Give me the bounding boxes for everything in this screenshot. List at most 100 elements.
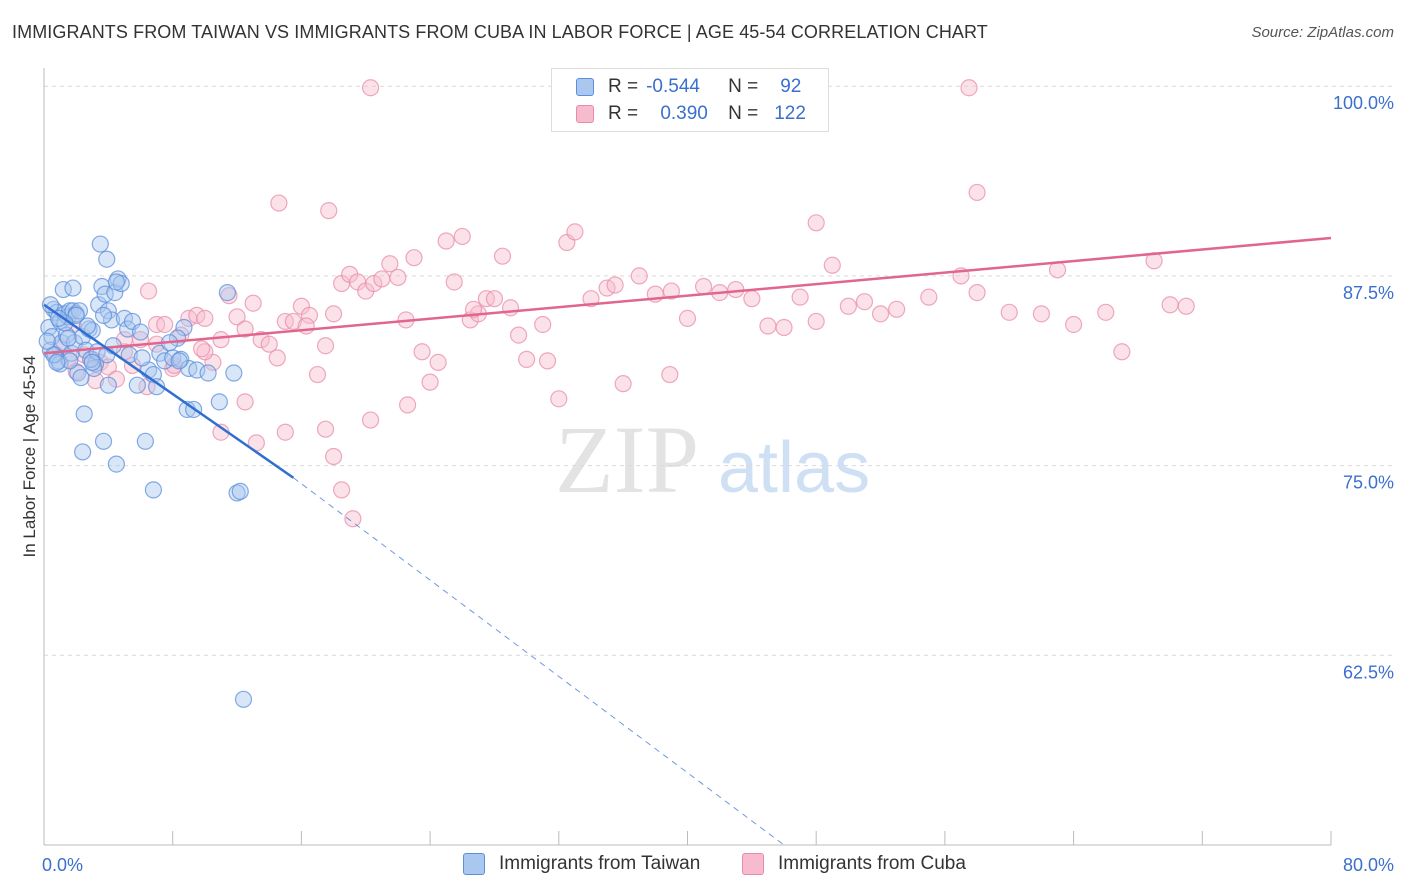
taiwan-point — [234, 690, 253, 708]
taiwan-point — [41, 296, 60, 314]
cuba-point — [485, 290, 504, 308]
y-axis-label: In Labor Force | Age 45-54 — [20, 356, 39, 558]
cuba-point — [661, 365, 679, 384]
cuba-point — [493, 247, 512, 265]
taiwan-point — [231, 482, 249, 501]
taiwan-point — [61, 352, 79, 370]
cuba-point — [1048, 261, 1067, 279]
cuba-point — [1064, 315, 1083, 334]
cuba-point — [344, 510, 362, 528]
cuba-point — [156, 315, 174, 334]
taiwan-point — [98, 250, 116, 268]
taiwan-point — [85, 359, 103, 378]
cuba-point — [236, 320, 254, 338]
n-label: N = — [728, 103, 759, 124]
taiwan-point — [175, 318, 193, 337]
cuba-point — [270, 194, 288, 212]
taiwan-point — [199, 364, 217, 382]
cuba-point — [244, 294, 262, 312]
cuba-point — [316, 337, 335, 355]
cuba-point — [807, 214, 825, 232]
taiwan-point — [218, 284, 236, 302]
r-value-taiwan: -0.544 — [646, 76, 700, 97]
taiwan-swatch — [576, 78, 594, 96]
cuba-point — [888, 300, 906, 318]
cuba-point — [398, 396, 417, 414]
taiwan-point — [90, 296, 108, 314]
cuba-point — [193, 340, 211, 358]
cuba-point — [743, 290, 761, 308]
cuba-point — [316, 420, 335, 438]
taiwan-point — [91, 235, 109, 253]
cuba-point — [678, 309, 697, 328]
cuba-point — [968, 183, 986, 202]
cuba-legend-swatch — [742, 853, 764, 875]
taiwan-point — [188, 361, 206, 379]
cuba-points — [51, 79, 1195, 528]
n-value-taiwan: 92 — [780, 76, 802, 97]
cuba-point — [518, 350, 536, 368]
cuba-point — [268, 349, 286, 367]
taiwan-point — [107, 455, 125, 473]
x-tick-label: 80.0% — [1343, 855, 1394, 875]
cuba-point — [566, 223, 584, 241]
taiwan-point — [128, 376, 146, 394]
legend-label-taiwan: Immigrants from Taiwan — [499, 853, 701, 874]
cuba-point — [361, 411, 380, 429]
taiwan-point — [75, 405, 93, 423]
taiwan-point — [133, 349, 151, 367]
legend-item-cuba[interactable]: Immigrants from Cuba — [742, 851, 966, 877]
taiwan-point — [48, 353, 66, 372]
cuba-point — [453, 227, 471, 246]
taiwan-point — [210, 393, 228, 411]
cuba-point — [1000, 303, 1018, 321]
cuba-point — [791, 288, 809, 306]
cuba-point — [373, 270, 391, 288]
r-value-cuba: 0.390 — [660, 103, 708, 124]
taiwan-point — [106, 284, 124, 302]
cuba-point — [308, 365, 327, 384]
cuba-point — [260, 335, 278, 353]
cuba-point — [1032, 305, 1051, 323]
cuba-point — [212, 331, 230, 349]
legend-item-taiwan[interactable]: Immigrants from Taiwan — [463, 851, 700, 877]
cuba-point — [252, 331, 270, 349]
cuba-point — [614, 375, 632, 393]
cuba-point — [968, 284, 986, 302]
cuba-point — [413, 343, 431, 361]
taiwan-point — [102, 311, 121, 329]
cuba-point — [582, 290, 600, 308]
source-label: Source: ZipAtlas.com — [1251, 24, 1394, 41]
cuba-point — [694, 277, 713, 296]
watermark-zip: ZIP — [555, 406, 699, 513]
cuba-point — [421, 373, 439, 391]
cuba-point — [855, 293, 874, 311]
taiwan-point — [64, 279, 82, 297]
taiwan-point — [170, 352, 188, 370]
cuba-point — [365, 274, 383, 293]
cuba-point — [361, 79, 380, 97]
cuba-point — [236, 393, 254, 411]
cuba-trend-line — [43, 236, 1332, 355]
taiwan-point — [144, 481, 162, 499]
cuba-point — [1113, 343, 1131, 361]
cuba-point — [509, 326, 528, 344]
cuba-point — [1097, 303, 1115, 321]
cuba-point — [1177, 297, 1195, 315]
cuba-point — [381, 255, 399, 273]
n-label: N = — [728, 76, 759, 97]
cuba-point — [300, 306, 319, 324]
taiwan-point — [94, 432, 113, 450]
taiwan-points — [38, 235, 253, 708]
cuba-point — [501, 299, 520, 317]
cuba-point — [823, 256, 841, 274]
taiwan-trend-extension — [293, 477, 785, 846]
legend-label-cuba: Immigrants from Cuba — [778, 853, 966, 874]
cuba-point — [534, 315, 552, 334]
cuba-point — [429, 353, 447, 372]
chart-title: IMMIGRANTS FROM TAIWAN VS IMMIGRANTS FRO… — [12, 22, 988, 42]
watermark-atlas: atlas — [718, 428, 870, 508]
cuba-point — [297, 317, 315, 335]
cuba-point — [775, 318, 793, 337]
taiwan-point — [38, 332, 56, 350]
